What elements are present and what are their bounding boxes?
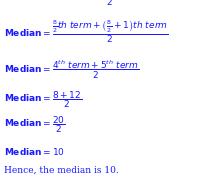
Text: $\mathbf{Median} = \dfrac{8 + 12}{2}$: $\mathbf{Median} = \dfrac{8 + 12}{2}$ [4,89,82,110]
Text: $\mathbf{Median} = \dfrac{4^{th}\ \mathit{term} + 5^{th}\ \mathit{term}}{2}$: $\mathbf{Median} = \dfrac{4^{th}\ \mathi… [4,59,139,81]
Text: Hence, the median is 10.: Hence, the median is 10. [4,166,119,175]
Text: $\mathbf{Median} = \dfrac{20}{2}$: $\mathbf{Median} = \dfrac{20}{2}$ [4,114,66,135]
Text: $\mathbf{Median} = 10$: $\mathbf{Median} = 10$ [4,146,65,157]
Text: $\mathbf{Median} = \dfrac{\frac{8}{2}\mathit{th\ term} + \left(\frac{8}{2}+1\rig: $\mathbf{Median} = \dfrac{\frac{8}{2}\ma… [4,18,169,45]
Text: $\mathbf{Median} = \dfrac{\frac{n}{2}\mathit{th\ term} + \left(\frac{n}{2}+1\rig: $\mathbf{Median} = \dfrac{\frac{n}{2}\ma… [4,0,168,8]
